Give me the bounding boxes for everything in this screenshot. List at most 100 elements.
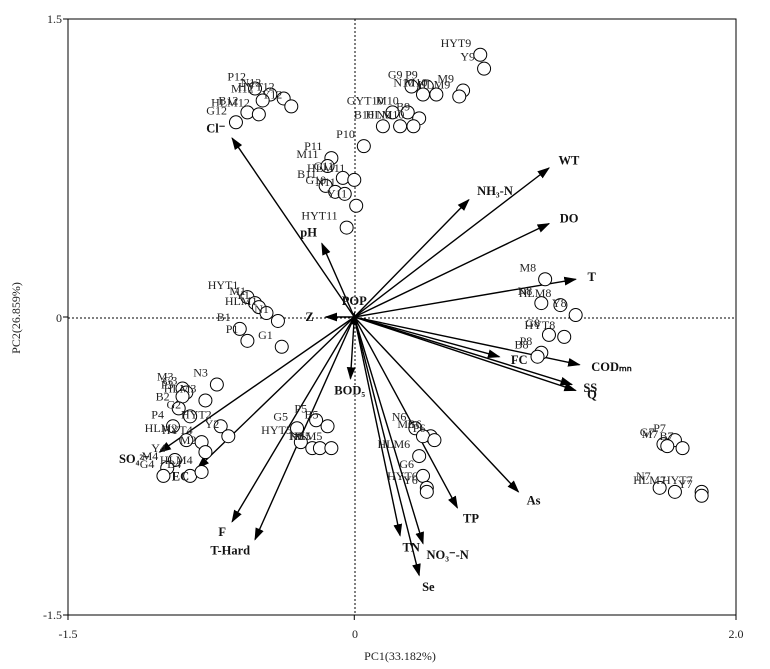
site-label: HLM6: [378, 437, 411, 451]
site-label: HYT9: [441, 36, 472, 50]
site-point: [356, 139, 371, 154]
site-label: Y12: [262, 87, 283, 101]
site-label: P4: [151, 407, 164, 421]
site-label: HYT5: [261, 423, 292, 437]
site-label: P5: [294, 401, 307, 415]
site-label: G8: [525, 316, 540, 330]
site-point: [165, 419, 180, 434]
site-label: HYT1: [208, 278, 239, 292]
site-label: Y11: [327, 187, 347, 201]
variable-label: NH₃-N: [477, 184, 513, 198]
site-point: [198, 393, 213, 408]
site-label: B1: [217, 310, 231, 324]
variable-label: Z: [305, 310, 313, 324]
variable-label: F: [218, 525, 226, 539]
site-point: [320, 419, 335, 434]
site-point: [404, 79, 419, 94]
site-label: G7: [640, 425, 655, 439]
site-point: [274, 339, 289, 354]
site-label: B8: [514, 338, 528, 352]
site-label: HYT4: [162, 423, 193, 437]
site-point: [568, 308, 583, 323]
site-point: [553, 298, 568, 313]
site-label: M10: [376, 93, 399, 107]
site-point: [557, 329, 572, 344]
site-label: Y2: [205, 417, 220, 431]
site-label: N1: [254, 302, 269, 316]
site-label: HYT6: [387, 469, 418, 483]
site-label: N5: [289, 429, 304, 443]
x-axis-title: PC1(33.182%): [364, 649, 436, 663]
site-label: N11: [316, 175, 336, 189]
site-label: GYT10: [347, 93, 384, 107]
site-point: [667, 484, 682, 499]
site-label: M6: [397, 417, 414, 431]
site-label: M8: [519, 260, 536, 274]
site-point: [415, 468, 430, 483]
site-point: [194, 464, 209, 479]
variable-label: Se: [422, 580, 435, 594]
variable-label: Q: [587, 387, 597, 401]
site-label: HLM9: [418, 77, 451, 91]
site-point: [385, 105, 400, 120]
variable-vector: [354, 316, 577, 392]
site-point: [400, 105, 415, 120]
site-label: P8: [520, 334, 533, 348]
site-label: M5: [294, 429, 311, 443]
site-label: M2: [180, 433, 197, 447]
site-label: Y1: [235, 288, 250, 302]
variable-vector: [353, 316, 520, 493]
site-label: B12: [218, 93, 238, 107]
site-label: G10: [306, 173, 327, 187]
x-tick-min: -1.5: [59, 627, 78, 641]
site-points: [156, 47, 709, 503]
site-point: [339, 220, 354, 235]
site-point: [393, 119, 408, 134]
axis-ticks: [63, 18, 737, 620]
site-label: HLM5: [290, 429, 323, 443]
site-label: B5: [305, 407, 319, 421]
site-point: [534, 296, 549, 311]
site-label: HLM10: [366, 107, 405, 121]
variable-label: TN: [403, 540, 420, 554]
site-label: N7: [636, 469, 651, 483]
site-point: [209, 377, 224, 392]
site-label: HLM7: [633, 473, 666, 487]
site-label: B10: [354, 107, 374, 121]
site-point: [198, 445, 213, 460]
site-label: HYT11: [301, 209, 337, 223]
site-label: HLM1: [225, 294, 258, 308]
site-point: [293, 435, 308, 450]
site-label: P9: [405, 68, 418, 82]
site-point: [541, 327, 556, 342]
variable-label: WT: [558, 154, 580, 168]
site-point: [477, 61, 492, 76]
site-label: G11: [314, 159, 334, 173]
site-label: P10: [336, 127, 355, 141]
site-label: P7: [653, 421, 666, 435]
site-label: M9: [437, 72, 454, 86]
x-tick-max: 2.0: [729, 627, 744, 641]
site-label: Y4: [151, 441, 166, 455]
site-label: G2: [166, 397, 181, 411]
site-label: HYT12: [238, 79, 275, 93]
variable-label: pH: [300, 226, 317, 240]
site-label: N3: [193, 366, 208, 380]
variable-vector: [231, 137, 355, 318]
site-label: P12: [227, 70, 246, 84]
site-label: HLM12: [211, 95, 250, 109]
site-label: G9: [388, 68, 403, 82]
site-point: [694, 488, 709, 503]
site-point: [406, 119, 421, 134]
site-point: [284, 99, 299, 114]
variable-label: FC: [511, 353, 528, 367]
site-label: G3: [163, 373, 178, 387]
y-tick-zero: 0: [56, 311, 62, 325]
site-label: M12: [231, 81, 254, 95]
site-label: B4: [167, 457, 181, 471]
site-label: Y8: [552, 296, 567, 310]
site-label: M1: [229, 284, 246, 298]
variable-label: Cl⁻: [206, 121, 226, 135]
